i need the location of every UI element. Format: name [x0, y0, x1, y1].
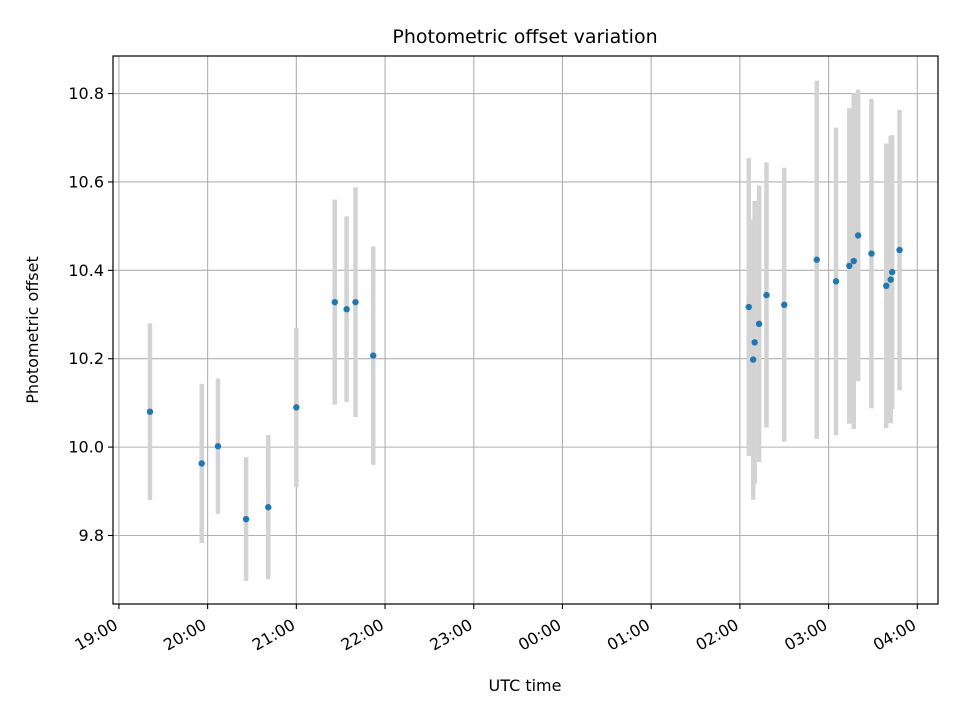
y-axis-label: Photometric offset: [23, 256, 42, 404]
data-point: [293, 404, 300, 411]
data-point: [850, 257, 857, 265]
grid: [113, 56, 938, 604]
data-point: [265, 504, 272, 511]
data-point: [352, 298, 359, 306]
data-point: [331, 298, 338, 306]
data-point: [781, 301, 788, 309]
data-point: [343, 306, 350, 313]
data-point: [755, 320, 763, 328]
data-point: [146, 408, 154, 415]
data-point: [242, 515, 250, 523]
data-point: [214, 443, 222, 450]
y-tick-label: 10.4: [68, 261, 104, 280]
data-point: [749, 356, 757, 363]
data-point: [896, 246, 903, 254]
data-point: [832, 278, 840, 285]
data-point: [745, 303, 752, 311]
data-point: [763, 291, 770, 299]
data-point: [868, 250, 875, 257]
y-tick-label: 10.0: [68, 438, 104, 457]
y-tick-label: 10.8: [68, 84, 104, 103]
data-point: [846, 262, 853, 270]
data-point: [887, 276, 894, 283]
data-points: [146, 232, 903, 523]
y-tick-label: 10.6: [68, 172, 104, 191]
y-axis: 9.8 10.0 10.2 10.4 10.6 10.8: [68, 84, 113, 545]
y-tick-label: 9.8: [79, 526, 104, 545]
chart-title: Photometric offset variation: [392, 26, 657, 48]
data-point: [888, 268, 896, 276]
plot-frame: [112, 55, 939, 605]
data-point: [883, 282, 890, 290]
data-point: [854, 232, 862, 239]
data-point: [370, 352, 377, 359]
plot-background: [113, 56, 938, 604]
y-tick-label: 10.2: [68, 349, 104, 368]
data-point: [813, 256, 820, 263]
data-point: [751, 339, 758, 346]
data-point: [198, 460, 205, 467]
x-axis-label: UTC time: [489, 676, 562, 695]
